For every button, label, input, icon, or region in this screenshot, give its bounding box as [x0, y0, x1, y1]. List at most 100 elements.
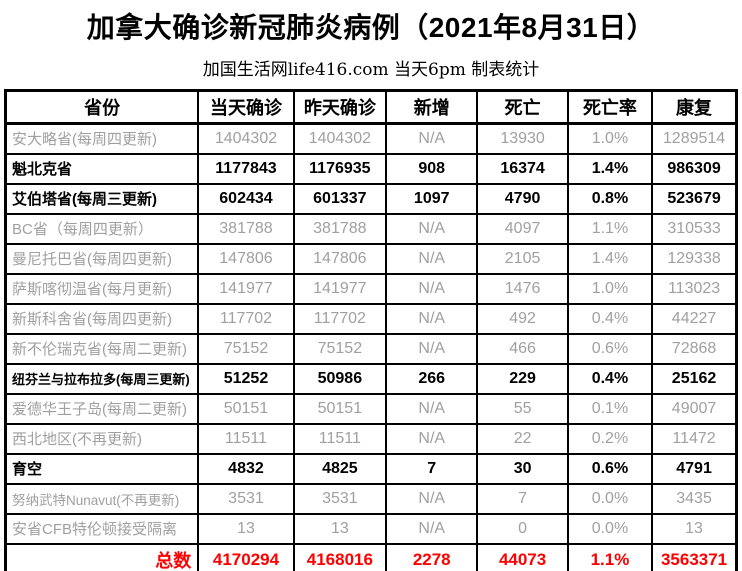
covid-stats-table: 省份 当天确诊 昨天确诊 新增 死亡 死亡率 康复 安大略省(每周四更新) 1404302 14… — [4, 89, 738, 571]
province-cell: BC省（每周四更新） — [4, 212, 200, 245]
province-cell: 纽芬兰与拉布拉多(每周三更新) — [4, 362, 200, 395]
value-cell: 11511 — [197, 422, 295, 455]
column-header: 死亡 — [476, 89, 569, 125]
province-cell: 西北地区(不再更新) — [4, 422, 200, 455]
province-cell: 安省CFB特伦顿接受隔离 — [4, 512, 200, 545]
province-cell: 艾伯塔省(每周三更新) — [4, 182, 200, 215]
total-value-cell: 44073 — [476, 542, 569, 571]
table-row: BC省（每周四更新） 381788 381788 N/A 4097 1.1% 310533 — [4, 212, 738, 245]
value-cell: 13 — [651, 512, 738, 545]
value-cell: 13 — [292, 512, 388, 545]
value-cell: 381788 — [197, 212, 295, 245]
value-cell: 1289514 — [651, 122, 738, 155]
value-cell: 50151 — [197, 392, 295, 425]
table-row: 努纳武特Nunavut(不再更新) 3531 3531 N/A 7 0.0% 3435 — [4, 482, 738, 515]
total-row: 总数 4170294 4168016 2278 44073 1.1% 3563371 — [4, 542, 738, 571]
value-cell: N/A — [385, 122, 479, 155]
table-row: 安省CFB特伦顿接受隔离 13 13 N/A 0 0.0% 13 — [4, 512, 738, 545]
province-cell: 安大略省(每周四更新) — [4, 122, 200, 155]
total-value-cell: 1.1% — [566, 542, 654, 571]
value-cell: 141977 — [197, 272, 295, 305]
value-cell: 0.1% — [566, 392, 654, 425]
value-cell: 44227 — [651, 302, 738, 335]
value-cell: 147806 — [197, 242, 295, 275]
value-cell: N/A — [385, 512, 479, 545]
value-cell: 0.2% — [566, 422, 654, 455]
province-cell: 育空 — [4, 452, 200, 485]
value-cell: 72868 — [651, 332, 738, 365]
value-cell: 113023 — [651, 272, 738, 305]
value-cell: 7 — [385, 452, 479, 485]
value-cell: N/A — [385, 272, 479, 305]
total-value-cell: 3563371 — [651, 542, 738, 571]
value-cell: 1404302 — [292, 122, 388, 155]
value-cell: 0.6% — [566, 332, 654, 365]
total-label-cell: 总数 — [4, 542, 200, 571]
value-cell: 0 — [476, 512, 569, 545]
province-cell: 努纳武特Nunavut(不再更新) — [4, 482, 200, 515]
value-cell: 1097 — [385, 182, 479, 215]
source-attribution-line: 加国生活网life416.com 当天6pm 制表统计 — [202, 60, 540, 80]
value-cell: 0.4% — [566, 302, 654, 335]
table-body: 安大略省(每周四更新) 1404302 1404302 N/A 13930 1.0% 128… — [4, 122, 738, 545]
value-cell: 1.4% — [566, 242, 654, 275]
value-cell: 117702 — [197, 302, 295, 335]
table-row: 萨斯喀彻温省(每月更新) 141977 141977 N/A 1476 1.0% 11302… — [4, 272, 738, 305]
value-cell: N/A — [385, 302, 479, 335]
header-row: 省份 当天确诊 昨天确诊 新增 死亡 死亡率 康复 — [4, 89, 738, 125]
value-cell: 147806 — [292, 242, 388, 275]
total-value-cell: 4170294 — [197, 542, 295, 571]
value-cell: 310533 — [651, 212, 738, 245]
value-cell: 0.8% — [566, 182, 654, 215]
value-cell: 4791 — [651, 452, 738, 485]
value-cell: 4832 — [197, 452, 295, 485]
value-cell: 1476 — [476, 272, 569, 305]
value-cell: 3531 — [292, 482, 388, 515]
value-cell: 3531 — [197, 482, 295, 515]
value-cell: N/A — [385, 482, 479, 515]
table-row: 新斯科舍省(每周四更新) 117702 117702 N/A 492 0.4% 44227 — [4, 302, 738, 335]
table-row: 艾伯塔省(每周三更新) 602434 601337 1097 4790 0.8% 52367… — [4, 182, 738, 215]
value-cell: 1.4% — [566, 152, 654, 185]
value-cell: 75152 — [197, 332, 295, 365]
value-cell: 492 — [476, 302, 569, 335]
value-cell: 30 — [476, 452, 569, 485]
value-cell: 75152 — [292, 332, 388, 365]
value-cell: 50986 — [292, 362, 388, 395]
value-cell: N/A — [385, 212, 479, 245]
value-cell: 1404302 — [197, 122, 295, 155]
value-cell: 16374 — [476, 152, 569, 185]
value-cell: 0.4% — [566, 362, 654, 395]
province-cell: 新不伦瑞克省(每周二更新) — [4, 332, 200, 365]
table-row: 纽芬兰与拉布拉多(每周三更新) 51252 50986 266 229 0.4% 25162 — [4, 362, 738, 395]
table-row: 新不伦瑞克省(每周二更新) 75152 75152 N/A 466 0.6% 72868 — [4, 332, 738, 365]
table-row: 育空 4832 4825 7 30 0.6% 4791 — [4, 452, 738, 485]
province-cell: 新斯科舍省(每周四更新) — [4, 302, 200, 335]
value-cell: N/A — [385, 242, 479, 275]
value-cell: 49007 — [651, 392, 738, 425]
total-value-cell: 2278 — [385, 542, 479, 571]
value-cell: 466 — [476, 332, 569, 365]
value-cell: 986309 — [651, 152, 738, 185]
value-cell: 50151 — [292, 392, 388, 425]
province-cell: 萨斯喀彻温省(每月更新) — [4, 272, 200, 305]
value-cell: 11472 — [651, 422, 738, 455]
value-cell: 55 — [476, 392, 569, 425]
table-row: 曼尼托巴省(每周四更新) 147806 147806 N/A 2105 1.4% 12933… — [4, 242, 738, 275]
value-cell: 1.1% — [566, 212, 654, 245]
page-title: 加拿大确诊新冠肺炎病例（2021年8月31日） — [86, 12, 656, 43]
value-cell: 1.0% — [566, 272, 654, 305]
value-cell: 0.0% — [566, 482, 654, 515]
value-cell: N/A — [385, 392, 479, 425]
value-cell: 602434 — [197, 182, 295, 215]
column-header: 当天确诊 — [197, 89, 295, 125]
value-cell: 13930 — [476, 122, 569, 155]
value-cell: N/A — [385, 422, 479, 455]
value-cell: 1.0% — [566, 122, 654, 155]
value-cell: 25162 — [651, 362, 738, 395]
value-cell: 13 — [197, 512, 295, 545]
column-header: 新增 — [385, 89, 479, 125]
value-cell: 141977 — [292, 272, 388, 305]
province-cell: 魁北克省 — [4, 152, 200, 185]
